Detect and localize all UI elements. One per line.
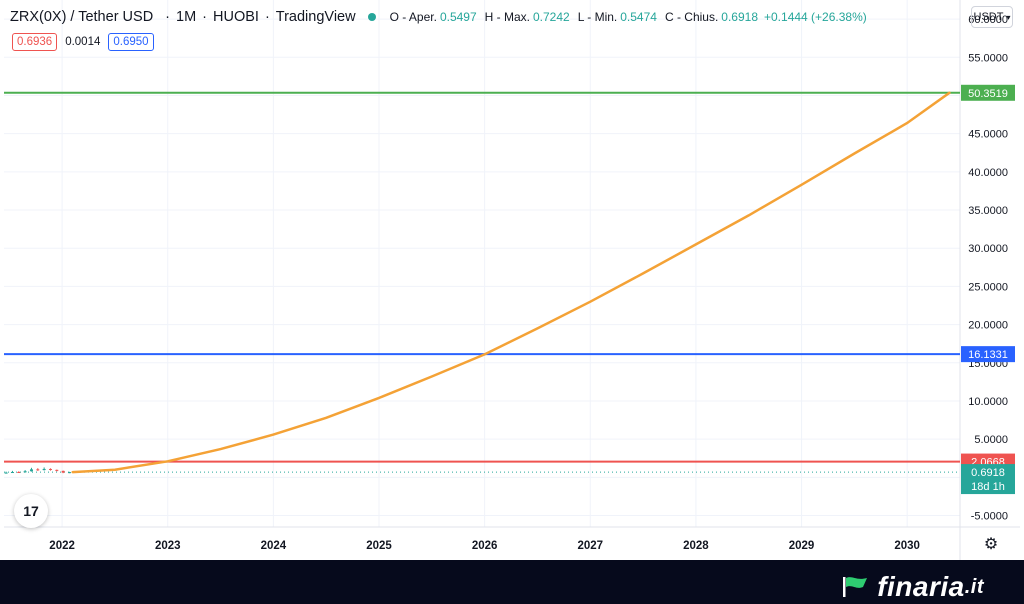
header-separator: · (264, 9, 270, 25)
exchange-label: HUOBI (213, 9, 259, 25)
x-tick-label: 2022 (49, 540, 75, 552)
price-chart[interactable]: 60.000055.000050.000045.000040.000035.00… (4, 0, 1020, 560)
candle-body (48, 468, 52, 470)
x-tick-label: 2029 (789, 540, 815, 552)
currency-label: USDT (973, 11, 1004, 23)
flag-icon (843, 577, 868, 597)
y-tick-label: 5.0000 (974, 434, 1008, 446)
bid-price-badge[interactable]: 0.6936 (12, 33, 58, 51)
last-price-label: 0.6918 (971, 467, 1005, 479)
y-tick-label: 20.0000 (968, 320, 1008, 332)
brand-name: finaria (877, 571, 965, 602)
change-value: +0.1444 (+26.38%) (764, 10, 867, 24)
level-price-tag (961, 84, 1015, 101)
y-tick-label: 55.0000 (968, 52, 1008, 64)
market-status-dot (367, 13, 376, 21)
y-tick-label: 25.0000 (968, 281, 1008, 293)
high-label: H - Max. (484, 10, 530, 24)
level-price-label: 16.1331 (968, 349, 1008, 361)
symbol-name[interactable]: ZRX(0X) / Tether USD (10, 9, 154, 25)
chart-area[interactable]: 60.000055.000050.000045.000040.000035.00… (4, 0, 1020, 560)
y-tick-label: 40.0000 (968, 167, 1008, 179)
open-label: O - Aper. (389, 10, 437, 24)
x-tick-label: 2024 (261, 540, 287, 552)
x-tick-label: 2023 (155, 540, 181, 552)
y-tick-label: 30.0000 (968, 243, 1008, 255)
x-tick-label: 2027 (577, 540, 603, 552)
tradingview-logo-text: 17 (23, 503, 39, 519)
gear-icon[interactable]: ⚙ (983, 536, 999, 553)
y-tick-label: 10.0000 (968, 396, 1008, 408)
candle-body (67, 472, 71, 474)
low-label: L - Min. (577, 10, 618, 24)
header-separator: · (165, 9, 171, 25)
finaria-logo: finaria .it (843, 571, 984, 603)
level-price-label: 50.3519 (968, 88, 1008, 100)
x-tick-label: 2025 (366, 540, 392, 552)
forecast-line (71, 91, 951, 474)
candle-body (10, 472, 14, 474)
candle-body (61, 470, 65, 473)
spread-value: 0.0014 (65, 36, 101, 48)
candle-body (29, 469, 33, 472)
x-tick-label: 2030 (894, 540, 920, 552)
level-price-tag (961, 346, 1015, 363)
candle-body (17, 472, 21, 474)
x-tick-label: 2028 (683, 540, 709, 552)
chevron-down-icon: ▾ (1006, 12, 1011, 22)
candle-body (42, 468, 46, 471)
chart-header: ZRX(0X) / Tether USD · 1M · HUOBI · Trad… (10, 6, 867, 28)
close-label: C - Chius. (664, 10, 719, 24)
tradingview-logo-icon[interactable]: 17 (14, 494, 48, 528)
x-tick-label: 2026 (472, 540, 498, 552)
interval-label[interactable]: 1M (176, 9, 197, 25)
y-tick-label: 60.0000 (968, 14, 1008, 26)
header-separator: · (202, 9, 208, 25)
last-price-tag (961, 464, 1015, 495)
countdown-label: 18d 1h (971, 481, 1005, 493)
close-value: 0.6918 (721, 10, 758, 24)
candle-body (36, 469, 40, 471)
currency-selector[interactable]: USDT ▾ (971, 6, 1013, 28)
low-value: 0.5474 (620, 10, 657, 24)
y-tick-label: 35.0000 (968, 205, 1008, 217)
y-tick-label: 45.0000 (968, 129, 1008, 141)
source-label: TradingView (275, 9, 356, 25)
y-tick-label: -5.0000 (971, 511, 1008, 523)
candle-body (4, 472, 8, 474)
candle-body (55, 469, 59, 471)
high-value: 0.7242 (532, 10, 570, 24)
brand-tld: .it (964, 575, 984, 598)
ask-price-badge[interactable]: 0.6950 (108, 33, 154, 51)
open-value: 0.5497 (439, 10, 477, 24)
candle-body (23, 471, 27, 473)
bid-ask-badges: 0.6936 0.0014 0.6950 (12, 33, 154, 51)
ohlc-readout: O - Aper. 0.5497 H - Max. 0.7242 L - Min… (390, 10, 867, 24)
